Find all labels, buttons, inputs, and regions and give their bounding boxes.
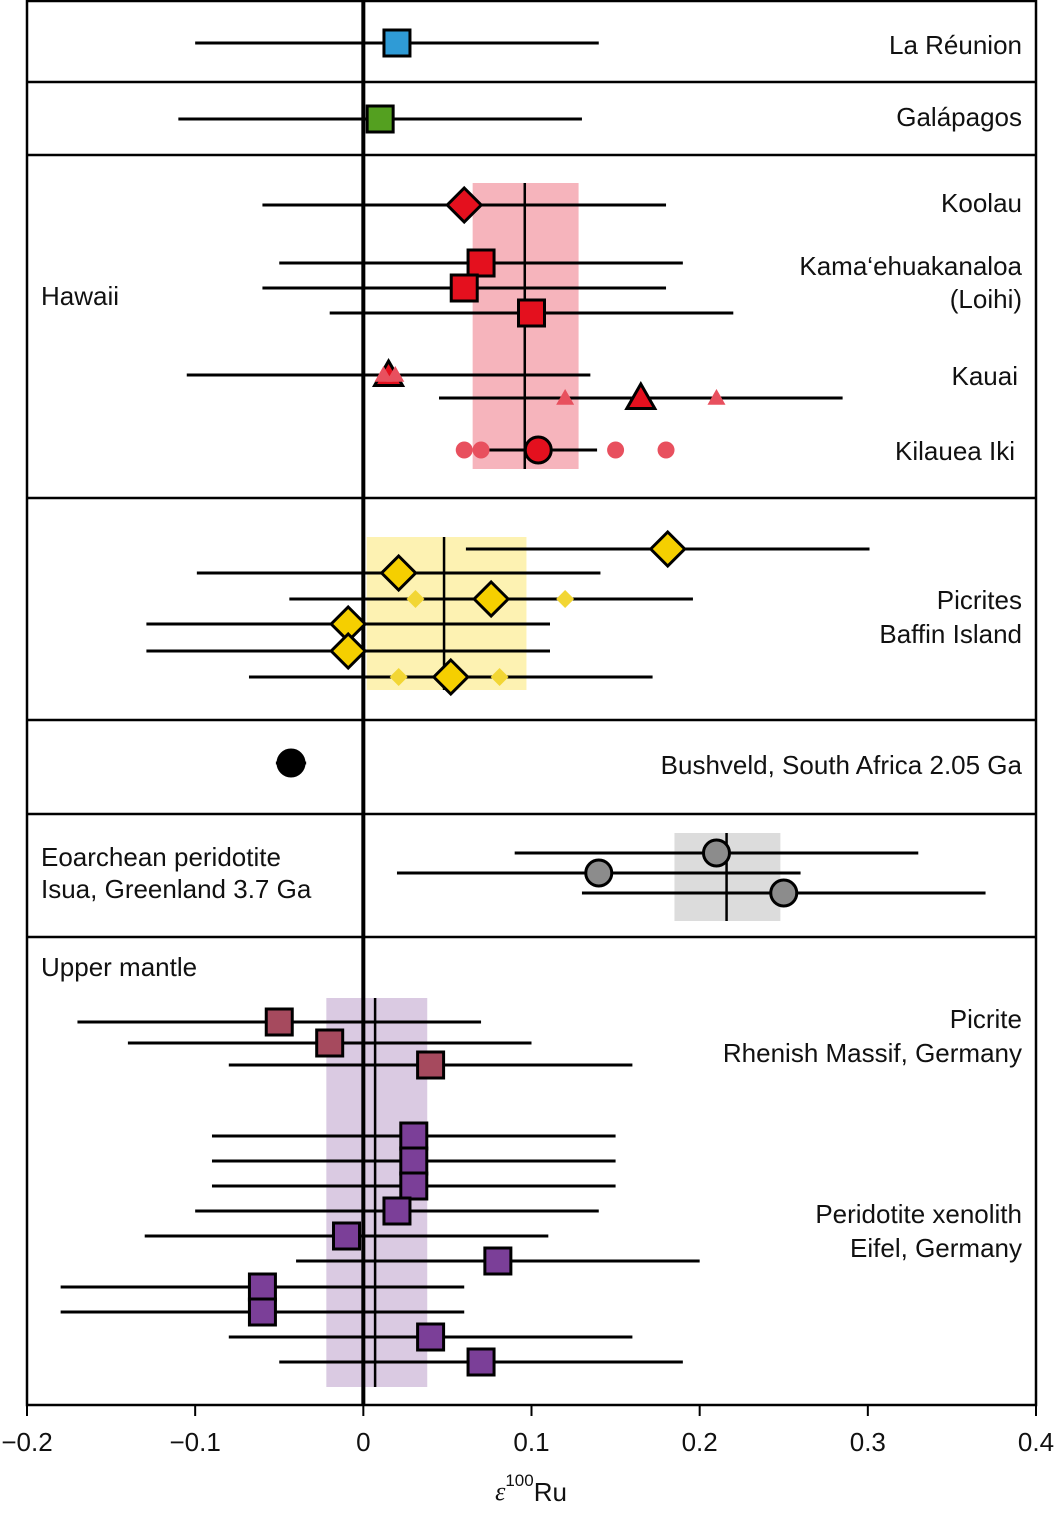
- panel-label: Picrite: [950, 1004, 1022, 1034]
- diamond-marker: [472, 579, 511, 619]
- panel-label: Bushveld, South Africa 2.05 Ga: [661, 750, 1023, 780]
- circle-marker: [769, 878, 799, 908]
- diamond-marker: [445, 185, 484, 225]
- square-marker: [365, 104, 395, 134]
- square-marker: [399, 1121, 429, 1151]
- x-label-superscript: 100: [505, 1471, 533, 1490]
- square-marker: [332, 1221, 362, 1251]
- circle-marker: [472, 441, 490, 459]
- x-axis-label: ε100Ru: [495, 1471, 567, 1506]
- x-label-symbol: ε: [495, 1477, 506, 1506]
- diamond-marker: [556, 590, 575, 608]
- panel-label: Galápagos: [896, 102, 1022, 132]
- circle-marker: [523, 435, 553, 465]
- square-marker: [382, 28, 412, 58]
- triangle-marker: [374, 366, 393, 382]
- circle-marker: [701, 838, 731, 868]
- diamond-marker: [648, 529, 687, 569]
- x-tick-label: −0.1: [170, 1427, 221, 1457]
- x-tick-label: 0.3: [850, 1427, 886, 1457]
- square-marker: [483, 1246, 513, 1276]
- circle-marker: [455, 441, 473, 459]
- panel-label: Rhenish Massif, Germany: [723, 1038, 1022, 1068]
- diamond-marker: [379, 553, 418, 593]
- x-label-text: Ru: [534, 1477, 567, 1507]
- diamond-marker: [329, 631, 368, 671]
- circle-marker: [657, 441, 675, 459]
- panel-label: Baffin Island: [879, 619, 1022, 649]
- square-marker: [416, 1050, 446, 1080]
- panel-label: Picrites: [937, 585, 1022, 615]
- x-tick-label: 0.2: [682, 1427, 718, 1457]
- x-tick-label: 0.1: [513, 1427, 549, 1457]
- circle-marker: [607, 441, 625, 459]
- square-marker: [247, 1272, 277, 1302]
- x-tick-label: −0.2: [1, 1427, 52, 1457]
- panel-label: Kauai: [952, 361, 1019, 391]
- square-marker: [247, 1297, 277, 1327]
- triangle-marker: [707, 389, 726, 405]
- diamond-marker: [490, 668, 509, 686]
- triangle-marker: [556, 389, 575, 405]
- panel-label: (Loihi): [950, 284, 1022, 314]
- circle-marker: [584, 858, 614, 888]
- square-marker: [382, 1196, 412, 1226]
- square-marker: [399, 1146, 429, 1176]
- circle-marker: [276, 748, 306, 778]
- x-tick-label: 0: [356, 1427, 370, 1457]
- panel-label: Peridotite xenolith: [815, 1199, 1022, 1229]
- square-marker: [264, 1007, 294, 1037]
- diamond-marker: [431, 657, 470, 697]
- panel-label: La Réunion: [889, 30, 1022, 60]
- triangle-marker: [386, 366, 405, 382]
- panel-label: Kilauea Iki: [895, 436, 1015, 466]
- panel-label: Upper mantle: [41, 952, 197, 982]
- triangle-marker: [624, 380, 658, 410]
- diamond-marker: [389, 668, 408, 686]
- diamond-marker: [406, 590, 425, 608]
- square-marker: [466, 248, 496, 278]
- square-marker: [399, 1171, 429, 1201]
- panel-label: Kama‘ehuakanaloa: [799, 251, 1022, 281]
- square-marker: [449, 273, 479, 303]
- square-marker: [416, 1322, 446, 1352]
- panel-label: Koolau: [941, 188, 1022, 218]
- panel-label: Hawaii: [41, 281, 119, 311]
- square-marker: [517, 298, 546, 328]
- x-tick-label: 0.4: [1018, 1427, 1054, 1457]
- panel-label: Eifel, Germany: [850, 1233, 1022, 1263]
- panel-label: Isua, Greenland 3.7 Ga: [41, 874, 312, 904]
- square-marker: [315, 1028, 345, 1058]
- square-marker: [466, 1347, 496, 1377]
- panel-label: Eoarchean peridotite: [41, 842, 281, 872]
